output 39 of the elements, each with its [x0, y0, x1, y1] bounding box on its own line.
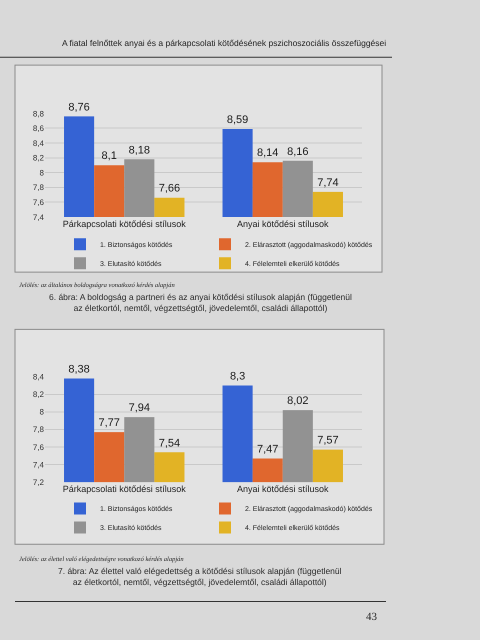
y-tick-label: 7,8 — [32, 425, 45, 434]
data-label: 8,38 — [68, 363, 90, 376]
text: A fiatal felnőttek anyai és a párkapcsolati kötődésének pszichoszociális összefüggései — [62, 38, 386, 48]
y-tick-label: 8,2 — [32, 390, 45, 400]
text: 6. ábra: A boldogság a partneri és az anyai kötődési stílusok alapján (függetlenül az életkortól, nemtől, végzettségtől, jövedelemtől, családi állapottól) — [49, 292, 352, 314]
x-tick-label: Anyai kötődési stílusok — [236, 484, 330, 494]
data-label: 7,47 — [256, 443, 278, 456]
data-label: 8,3 — [230, 370, 246, 382]
data-label: 8,14 — [256, 147, 278, 160]
data-label: 8,76 — [68, 101, 90, 114]
data-label: 7,74 — [317, 176, 339, 189]
data-label: 8,59 — [226, 114, 248, 126]
y-tick-label: 8 — [40, 168, 45, 178]
y-tick-label: 8,4 — [32, 372, 45, 382]
data-label: 7,77 — [98, 417, 120, 430]
x-tick-label: Párkapcsolati kötődési stílusok — [62, 484, 186, 494]
y-tick-label: 8,6 — [32, 124, 45, 134]
y-tick-label: 7,4 — [32, 212, 45, 222]
y-tick-label: 7,6 — [32, 442, 45, 452]
data-label: 7,94 — [128, 402, 150, 414]
text: 43 — [366, 611, 378, 623]
data-label: 8,1 — [102, 150, 117, 162]
data-label: 7,57 — [317, 434, 339, 447]
x-tick-label: Párkapcsolati kötődési stílusok — [62, 218, 186, 229]
data-label: 8,18 — [128, 144, 150, 156]
data-label: 7,66 — [158, 182, 180, 195]
y-tick-label: 7,6 — [32, 198, 45, 207]
data-label: 8,16 — [287, 146, 309, 158]
data-label: 7,54 — [158, 437, 180, 450]
text: 7. ábra: Az élettel való elégedettség a kötődési stílusok alapján (függetlenül az életkortól, nemtől, végzettségtől, jövedelemtől, családi állapottól) — [58, 566, 342, 588]
y-tick-label: 8 — [40, 408, 45, 417]
y-tick-label: 7,2 — [32, 478, 45, 487]
data-label: 8,02 — [287, 395, 309, 408]
y-tick-label: 7,8 — [32, 183, 45, 192]
y-tick-label: 8,4 — [32, 138, 45, 148]
y-tick-label: 8,8 — [32, 109, 45, 118]
x-tick-label: Anyai kötődési stílusok — [236, 218, 330, 229]
y-tick-label: 7,4 — [32, 460, 45, 470]
y-tick-label: 8,2 — [32, 154, 45, 163]
